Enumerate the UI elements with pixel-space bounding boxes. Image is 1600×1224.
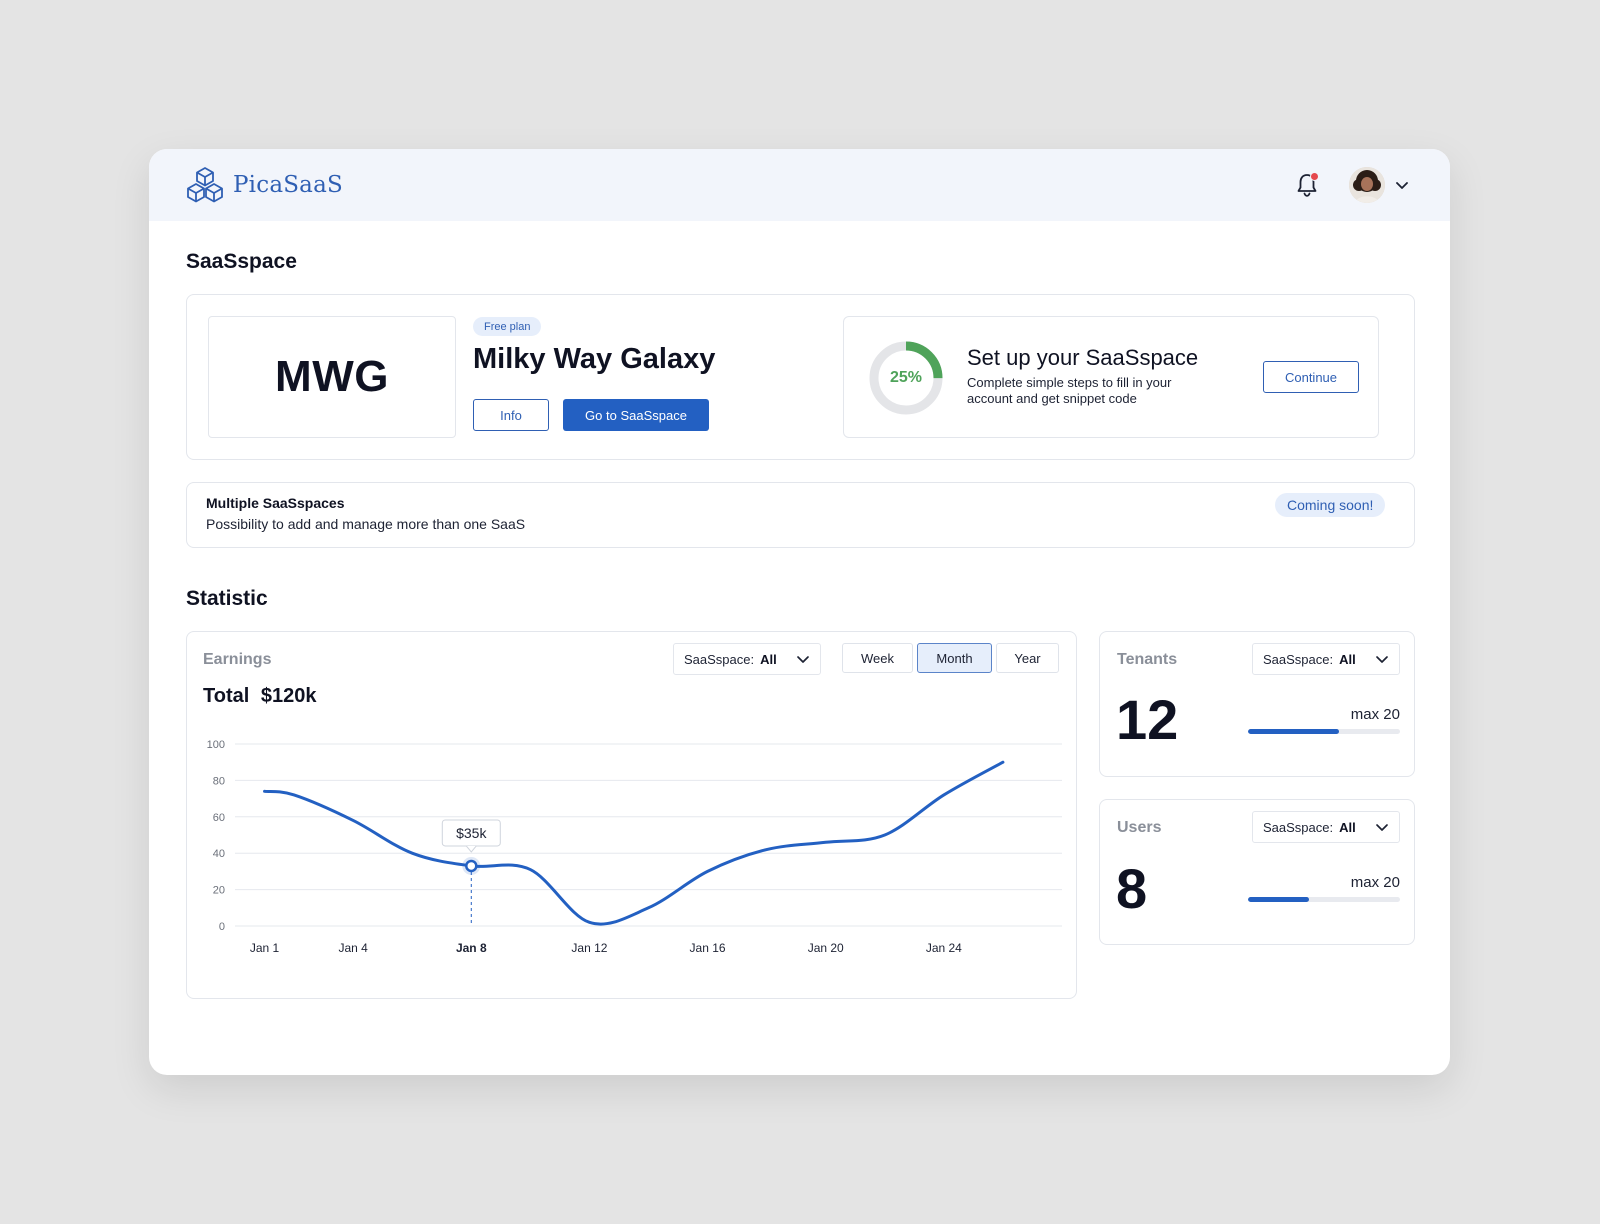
y-tick-label: 80 bbox=[213, 775, 225, 787]
chevron-down-icon[interactable] bbox=[1394, 177, 1410, 193]
select-label: SaaSspace: bbox=[1263, 819, 1334, 835]
users-saasspace-select[interactable]: SaaSspace: All bbox=[1252, 811, 1400, 843]
period-week-button[interactable]: Week bbox=[842, 643, 913, 673]
setup-description: Complete simple steps to fill in your ac… bbox=[967, 375, 1172, 406]
section-title-saasspace: SaaSspace bbox=[186, 250, 297, 273]
tenants-count: 12 bbox=[1116, 688, 1179, 751]
x-tick-label: Jan 20 bbox=[808, 941, 844, 955]
total-value: $120k bbox=[260, 685, 317, 707]
period-month-button[interactable]: Month bbox=[917, 643, 992, 673]
section-title-statistic: Statistic bbox=[186, 587, 268, 610]
users-progress-bar bbox=[1248, 897, 1400, 902]
data-point bbox=[465, 859, 478, 873]
brand-name: PicaSaaS bbox=[233, 172, 343, 198]
users-progress-fill bbox=[1248, 897, 1309, 902]
x-tick-label: Jan 4 bbox=[338, 941, 368, 955]
info-button[interactable]: Info bbox=[473, 399, 549, 431]
tenants-saasspace-select[interactable]: SaaSspace: All bbox=[1252, 643, 1400, 675]
chevron-down-icon bbox=[1376, 824, 1388, 831]
y-tick-label: 20 bbox=[213, 885, 225, 897]
app-window: PicaSaaS SaaSspace MWG Free pl bbox=[149, 149, 1450, 1075]
tenants-max-label: max 20 bbox=[1350, 706, 1400, 723]
select-value: All bbox=[1339, 819, 1356, 835]
users-count: 8 bbox=[1116, 857, 1148, 920]
tenants-progress-bar bbox=[1248, 729, 1400, 734]
chevron-down-icon bbox=[1376, 656, 1388, 663]
earnings-total: Total $120k bbox=[203, 685, 316, 708]
tenants-label: Tenants bbox=[1117, 651, 1178, 668]
x-tick-label: Jan 1 bbox=[250, 941, 280, 955]
users-max-label: max 20 bbox=[1350, 874, 1400, 891]
select-label: SaaSspace: bbox=[684, 651, 755, 667]
notifications-button[interactable] bbox=[1294, 171, 1320, 199]
series-line bbox=[263, 760, 1005, 926]
brand-logo[interactable]: PicaSaaS bbox=[185, 165, 343, 205]
tooltip-pointer bbox=[465, 845, 477, 853]
x-tick-label: Jan 16 bbox=[690, 941, 726, 955]
earnings-label: Earnings bbox=[203, 651, 272, 668]
select-value: All bbox=[1339, 651, 1356, 667]
coming-soon-badge: Coming soon! bbox=[1275, 493, 1386, 517]
org-logo-box: MWG bbox=[208, 316, 456, 438]
total-label: Total bbox=[203, 685, 250, 707]
earnings-chart: 0 20 40 60 80 100 Jan 1 Jan 4 Jan 8 Jan 12 Jan 16 J… bbox=[207, 739, 1062, 955]
setup-title: Set up your SaaSspace bbox=[967, 345, 1199, 370]
go-to-saasspace-button[interactable]: Go to SaaSspace bbox=[563, 399, 709, 431]
multiple-description: Possibility to add and manage more than … bbox=[206, 516, 526, 532]
y-tick-label: 0 bbox=[219, 921, 225, 933]
users-label: Users bbox=[1117, 819, 1162, 836]
setup-progress-donut bbox=[869, 341, 943, 415]
y-tick-label: 100 bbox=[207, 739, 225, 751]
multiple-saasspaces-banner bbox=[186, 482, 1415, 548]
setup-progress-label: 25% bbox=[889, 369, 923, 386]
cubes-logo-icon bbox=[187, 167, 223, 203]
top-bar: PicaSaaS bbox=[149, 149, 1450, 221]
org-name: Milky Way Galaxy bbox=[473, 343, 716, 375]
setup-card: 25% Set up your SaaSspace Complete simpl… bbox=[843, 316, 1379, 438]
avatar[interactable] bbox=[1349, 167, 1385, 203]
select-label: SaaSspace: bbox=[1263, 651, 1334, 667]
plan-badge: Free plan bbox=[473, 317, 542, 336]
x-tick-label: Jan 12 bbox=[571, 941, 607, 955]
y-tick-label: 60 bbox=[213, 812, 225, 824]
saasspace-card: MWG Free plan Milky Way Galaxy Info Go t… bbox=[186, 294, 1415, 460]
chevron-down-icon bbox=[797, 656, 809, 663]
earnings-saasspace-select[interactable]: SaaSspace: All bbox=[673, 643, 821, 675]
select-value: All bbox=[760, 651, 777, 667]
tenants-progress-fill bbox=[1248, 729, 1340, 734]
period-year-button[interactable]: Year bbox=[996, 643, 1059, 673]
tooltip-label: $35k bbox=[456, 825, 487, 841]
notification-badge bbox=[1310, 172, 1319, 181]
multiple-title: Multiple SaaSspaces bbox=[206, 495, 345, 511]
y-tick-label: 40 bbox=[213, 848, 225, 860]
continue-button[interactable]: Continue bbox=[1263, 361, 1359, 393]
x-tick-label: Jan 8 bbox=[456, 941, 487, 955]
earnings-card: 0 20 40 60 80 100 Jan 1 Jan 4 Jan 8 Jan 12 Jan 16 J… bbox=[186, 631, 1077, 999]
x-tick-label: Jan 24 bbox=[926, 941, 962, 955]
avatar-image bbox=[1349, 167, 1385, 203]
